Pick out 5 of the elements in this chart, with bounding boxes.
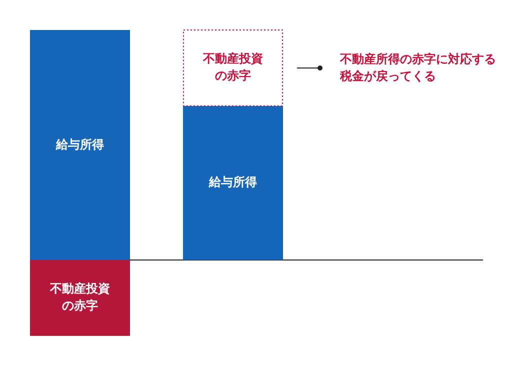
series-label: 不動産投資の赤字 [203, 52, 263, 83]
annotation: 不動産所得の赤字に対応する税金が戻ってくる [340, 52, 496, 83]
series-label: 給与所得 [56, 137, 104, 152]
series-label: 不動産投資の赤字 [50, 282, 110, 313]
series-label: 給与所得 [209, 175, 257, 190]
